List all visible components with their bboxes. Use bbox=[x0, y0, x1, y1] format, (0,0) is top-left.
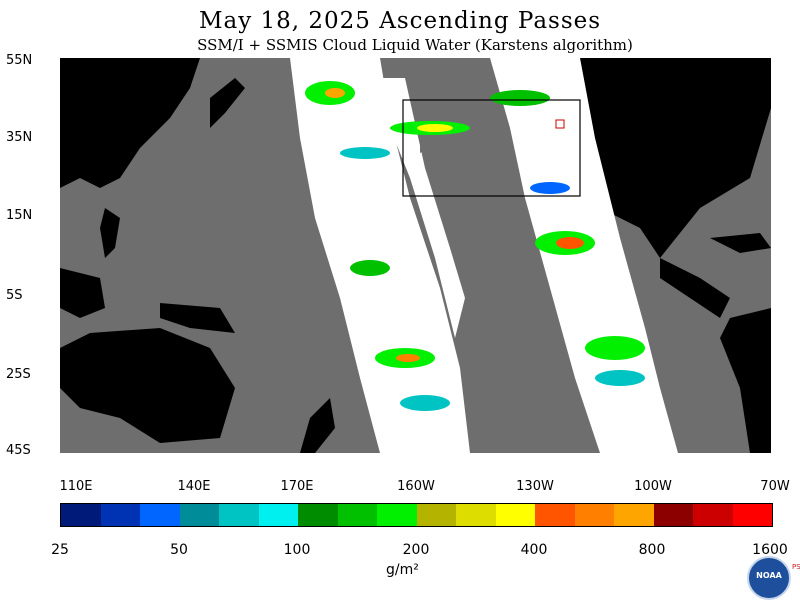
lon-label: 110E bbox=[59, 479, 93, 494]
colorbar-segment bbox=[100, 504, 140, 526]
colorbar-label: 100 bbox=[283, 542, 311, 558]
clw-patch bbox=[595, 370, 645, 386]
map-area bbox=[60, 58, 771, 453]
lat-label: 45S bbox=[6, 443, 31, 458]
cloud-patches bbox=[305, 81, 645, 411]
colorbar-segment bbox=[614, 504, 654, 526]
swath-middle bbox=[370, 78, 465, 338]
colorbar-label: 200 bbox=[402, 542, 430, 558]
lat-label: 35N bbox=[6, 130, 33, 145]
colorbar-segment bbox=[416, 504, 456, 526]
philippines bbox=[100, 208, 120, 258]
lon-label: 170E bbox=[280, 479, 314, 494]
australia bbox=[60, 328, 235, 443]
colorbar-segment bbox=[495, 504, 535, 526]
colorbar-segment bbox=[732, 504, 772, 526]
psl-mark: PSL bbox=[792, 563, 800, 571]
new-guinea bbox=[160, 303, 235, 333]
colorbar-label: 400 bbox=[520, 542, 548, 558]
land-masses bbox=[60, 58, 771, 453]
lat-label: 5S bbox=[6, 288, 23, 303]
colorbar-segment bbox=[140, 504, 180, 526]
clw-patch bbox=[325, 88, 345, 98]
central-america bbox=[660, 258, 730, 318]
region-box bbox=[402, 99, 581, 197]
colorbar-label: 50 bbox=[170, 542, 188, 558]
clw-patch bbox=[585, 336, 645, 360]
south-america bbox=[720, 308, 771, 453]
colorbar-label: 800 bbox=[638, 542, 666, 558]
clw-patch bbox=[340, 147, 390, 159]
borneo bbox=[60, 268, 105, 318]
map-canvas bbox=[60, 58, 771, 453]
lon-label: 130W bbox=[516, 479, 554, 494]
colorbar-segment bbox=[456, 504, 496, 526]
caribbean bbox=[710, 233, 771, 253]
map-subtitle: SSM/I + SSMIS Cloud Liquid Water (Karste… bbox=[197, 36, 633, 54]
clw-patch bbox=[396, 354, 420, 362]
noaa-logo: NOAA bbox=[747, 556, 791, 600]
small-marker bbox=[555, 119, 565, 129]
asia-landmass bbox=[60, 58, 200, 188]
lat-label: 25S bbox=[6, 367, 31, 382]
north-america bbox=[560, 58, 771, 258]
lon-label: 140E bbox=[177, 479, 211, 494]
clw-patch bbox=[490, 90, 550, 106]
colorbar-segment bbox=[574, 504, 614, 526]
colorbar-segment bbox=[377, 504, 417, 526]
colorbar-segment bbox=[61, 504, 101, 526]
colorbar-segment bbox=[179, 504, 219, 526]
colorbar-segment bbox=[337, 504, 377, 526]
lon-label: 160W bbox=[397, 479, 435, 494]
colorbar-units: g/m² bbox=[386, 562, 419, 578]
lon-label: 100W bbox=[634, 479, 672, 494]
japan bbox=[210, 78, 245, 128]
lat-label: 15N bbox=[6, 208, 33, 223]
colorbar-segment bbox=[258, 504, 298, 526]
clw-patch bbox=[400, 395, 450, 411]
lat-label: 55N bbox=[6, 53, 33, 68]
colorbar-segment bbox=[653, 504, 693, 526]
colorbar-label: 1600 bbox=[752, 542, 788, 558]
new-zealand bbox=[300, 398, 335, 453]
colorbar-segment bbox=[693, 504, 733, 526]
colorbar-segment bbox=[298, 504, 338, 526]
noaa-logo-text: NOAA bbox=[756, 571, 782, 580]
clw-patch bbox=[417, 124, 453, 132]
lon-label: 70W bbox=[760, 479, 790, 494]
colorbar-segment bbox=[219, 504, 259, 526]
clw-patch bbox=[350, 260, 390, 276]
map-title: May 18, 2025 Ascending Passes bbox=[198, 8, 602, 34]
colorbar-label: 25 bbox=[51, 542, 69, 558]
color-bar bbox=[60, 503, 773, 527]
colorbar-segment bbox=[535, 504, 575, 526]
clw-patch bbox=[556, 237, 584, 249]
clw-patch bbox=[530, 182, 570, 194]
